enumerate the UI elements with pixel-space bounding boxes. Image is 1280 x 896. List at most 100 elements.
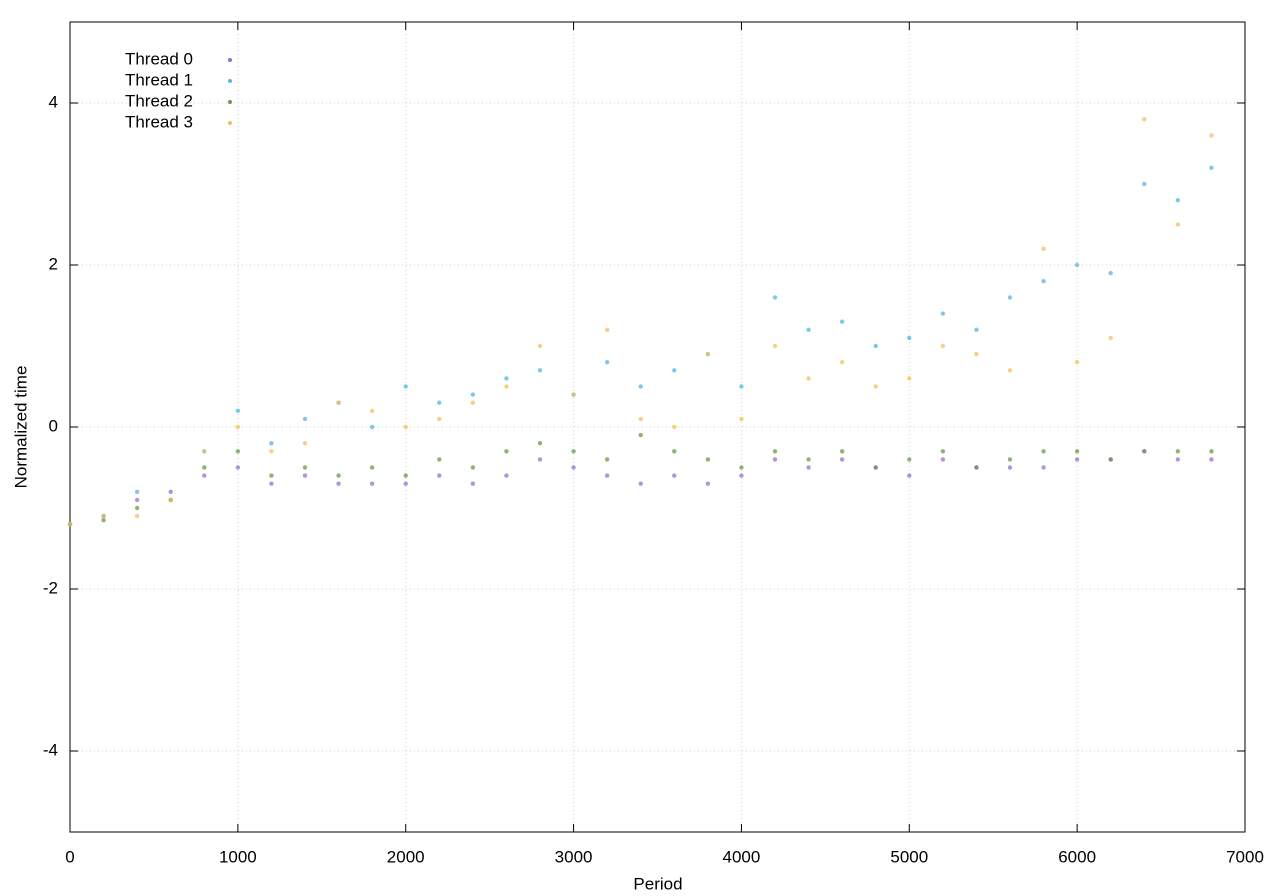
point [101, 517, 106, 523]
point [1175, 222, 1181, 227]
point [1175, 449, 1181, 454]
y-tick-label: 0 [49, 416, 58, 435]
point [604, 360, 610, 365]
point [907, 473, 912, 478]
point [1007, 457, 1013, 462]
point [839, 319, 845, 324]
point [940, 457, 946, 462]
point [302, 441, 308, 446]
point [504, 384, 509, 389]
point [101, 513, 106, 519]
point [772, 295, 778, 300]
point [806, 327, 811, 332]
point [638, 432, 643, 438]
point [1007, 465, 1013, 470]
point [470, 465, 476, 470]
point [336, 473, 341, 478]
point [134, 513, 140, 519]
point [873, 343, 878, 349]
point [1175, 457, 1181, 462]
point [1209, 133, 1214, 138]
point [202, 465, 207, 470]
point [403, 384, 408, 389]
point [235, 465, 241, 470]
point [235, 424, 241, 430]
x-tick-label: 0 [65, 847, 74, 866]
legend-marker [228, 79, 232, 83]
y-tick-label: -2 [43, 578, 58, 597]
point [336, 400, 341, 405]
point [1142, 117, 1147, 122]
point [772, 457, 778, 462]
y-axis-label: Normalized time [11, 366, 30, 489]
point [1209, 165, 1214, 170]
x-tick-label: 6000 [1058, 847, 1096, 866]
legend-label: Thread 0 [125, 49, 193, 68]
point [839, 360, 845, 365]
point [235, 408, 241, 413]
point [269, 449, 274, 454]
point [1209, 457, 1214, 462]
x-tick-label: 4000 [723, 847, 761, 866]
plot-frame [69, 21, 1246, 833]
point [504, 376, 509, 381]
x-axis-label: Period [633, 874, 682, 893]
point [672, 473, 677, 478]
point [907, 376, 912, 381]
legend-marker [228, 58, 232, 62]
legend-marker [228, 100, 232, 104]
point [302, 473, 308, 478]
point [974, 327, 979, 332]
point [1142, 449, 1147, 454]
point [806, 465, 811, 470]
point [873, 384, 878, 389]
point [806, 376, 811, 381]
point [1108, 335, 1113, 341]
point [705, 481, 711, 486]
point [202, 449, 207, 454]
point [168, 497, 173, 503]
point [504, 473, 509, 478]
point [839, 449, 845, 454]
point [537, 343, 543, 349]
point [940, 449, 946, 454]
point [907, 457, 912, 462]
point [772, 343, 778, 349]
legend-label: Thread 2 [125, 91, 193, 110]
point [302, 465, 308, 470]
point [1108, 457, 1113, 462]
y-tick-label: 2 [49, 254, 58, 273]
point [739, 473, 744, 478]
point [1007, 368, 1013, 373]
point [974, 465, 979, 470]
point [672, 449, 677, 454]
point [437, 416, 442, 422]
point [638, 481, 643, 486]
point [437, 473, 442, 478]
point [571, 449, 576, 454]
point [1074, 457, 1080, 462]
point [1007, 295, 1013, 300]
point [202, 473, 207, 478]
x-tick-label: 2000 [387, 847, 425, 866]
point [168, 489, 173, 494]
point [1209, 449, 1214, 454]
x-tick-label: 7000 [1226, 847, 1264, 866]
point [1074, 360, 1080, 365]
point [806, 457, 811, 462]
point [1142, 181, 1147, 187]
legend-label: Thread 1 [125, 70, 193, 89]
y-tick-label: 4 [49, 92, 58, 111]
point [403, 473, 408, 478]
point [470, 392, 476, 397]
x-tick-label: 5000 [890, 847, 928, 866]
point [1041, 279, 1046, 284]
point [437, 400, 442, 405]
point [1041, 246, 1046, 251]
point [336, 481, 341, 486]
point [974, 351, 979, 357]
point [839, 457, 845, 462]
point [403, 481, 408, 486]
point [739, 416, 744, 422]
